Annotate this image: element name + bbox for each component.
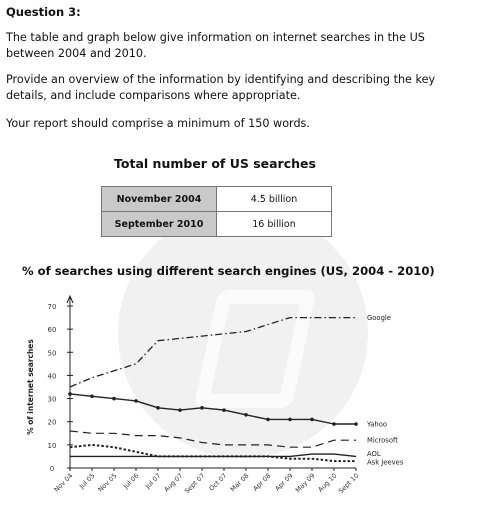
y-tick-label: 0 <box>50 465 54 473</box>
searches-table: November 2004 4.5 billion September 2010… <box>101 186 332 237</box>
series-line-ask-jeeves <box>69 443 356 463</box>
x-tick-label: Nov 05 <box>96 472 118 494</box>
question-paragraph-1: The table and graph below give informati… <box>6 31 425 60</box>
table-cell-value: 16 billion <box>216 211 332 237</box>
y-tick-label: 20 <box>48 419 57 427</box>
table-cell-label: November 2004 <box>101 186 217 212</box>
point-yahoo <box>90 394 94 399</box>
x-tick-label: Jul 06 <box>121 472 140 491</box>
point-yahoo <box>222 408 226 412</box>
point-yahoo <box>156 406 160 410</box>
x-tick-label: Oct 07 <box>207 472 228 493</box>
question-title: Question 3: <box>6 5 81 19</box>
series-label-google: Google <box>367 314 391 322</box>
y-tick-label: 30 <box>48 396 57 404</box>
point-yahoo <box>332 422 336 426</box>
series-label-aol: AOL <box>367 450 381 458</box>
table-title: Total number of US searches <box>114 156 316 171</box>
x-tick-label: Nov 04 <box>52 472 74 494</box>
series-label-yahoo: Yahoo <box>366 421 387 429</box>
x-tick-label: Aug 07 <box>162 472 184 494</box>
table-row: September 2010 16 billion <box>101 211 332 237</box>
x-tick-label: May 09 <box>294 472 316 494</box>
y-tick-label: 40 <box>48 372 57 380</box>
point-yahoo <box>354 422 358 426</box>
series-line-google <box>69 316 356 388</box>
y-axis-arrow <box>66 294 74 304</box>
x-tick-label: Sept 07 <box>183 472 206 495</box>
y-tick-label: 10 <box>48 442 57 450</box>
series-line-yahoo <box>69 393 356 425</box>
point-yahoo <box>134 399 138 403</box>
line-chart: 0 10 20 30 40 50 60 70 % of internet searches Nov… <box>26 294 404 495</box>
point-yahoo <box>178 408 182 412</box>
y-tick-label: 60 <box>48 326 57 334</box>
question-paragraph-3: Your report should comprise a minimum of… <box>6 117 310 130</box>
x-tick-label: Jul 05 <box>77 472 96 491</box>
chart-title: % of searches using different search eng… <box>22 264 435 278</box>
x-tick-label: Aug 10 <box>316 472 338 494</box>
y-tick-label: 50 <box>48 349 57 357</box>
point-yahoo <box>310 417 314 422</box>
point-yahoo <box>266 417 270 422</box>
point-yahoo <box>200 406 204 410</box>
y-axis-label: % of internet searches <box>26 339 35 435</box>
table-row: November 2004 4.5 billion <box>101 186 332 212</box>
watermark-circle <box>118 208 368 458</box>
series-line-microsoft <box>69 430 356 448</box>
point-yahoo <box>68 392 72 396</box>
series-label-ask-jeeves: Ask Jeeves <box>367 459 404 467</box>
question-paragraph-2: Provide an overview of the information b… <box>6 73 436 102</box>
x-tick-label: Sept 10 <box>337 472 360 495</box>
point-yahoo <box>244 412 248 417</box>
x-tick-label: Mar 08 <box>229 472 251 494</box>
point-yahoo <box>112 396 116 401</box>
point-yahoo <box>288 417 292 422</box>
x-tick-label: Jul 07 <box>143 472 162 491</box>
x-tick-label: Apr 08 <box>251 472 272 493</box>
x-tick-label: Apr 09 <box>273 472 294 493</box>
y-tick-label: 70 <box>48 303 57 311</box>
table-cell-label: September 2010 <box>101 211 217 237</box>
table-cell-value: 4.5 billion <box>216 186 332 212</box>
series-label-microsoft: Microsoft <box>367 437 398 445</box>
